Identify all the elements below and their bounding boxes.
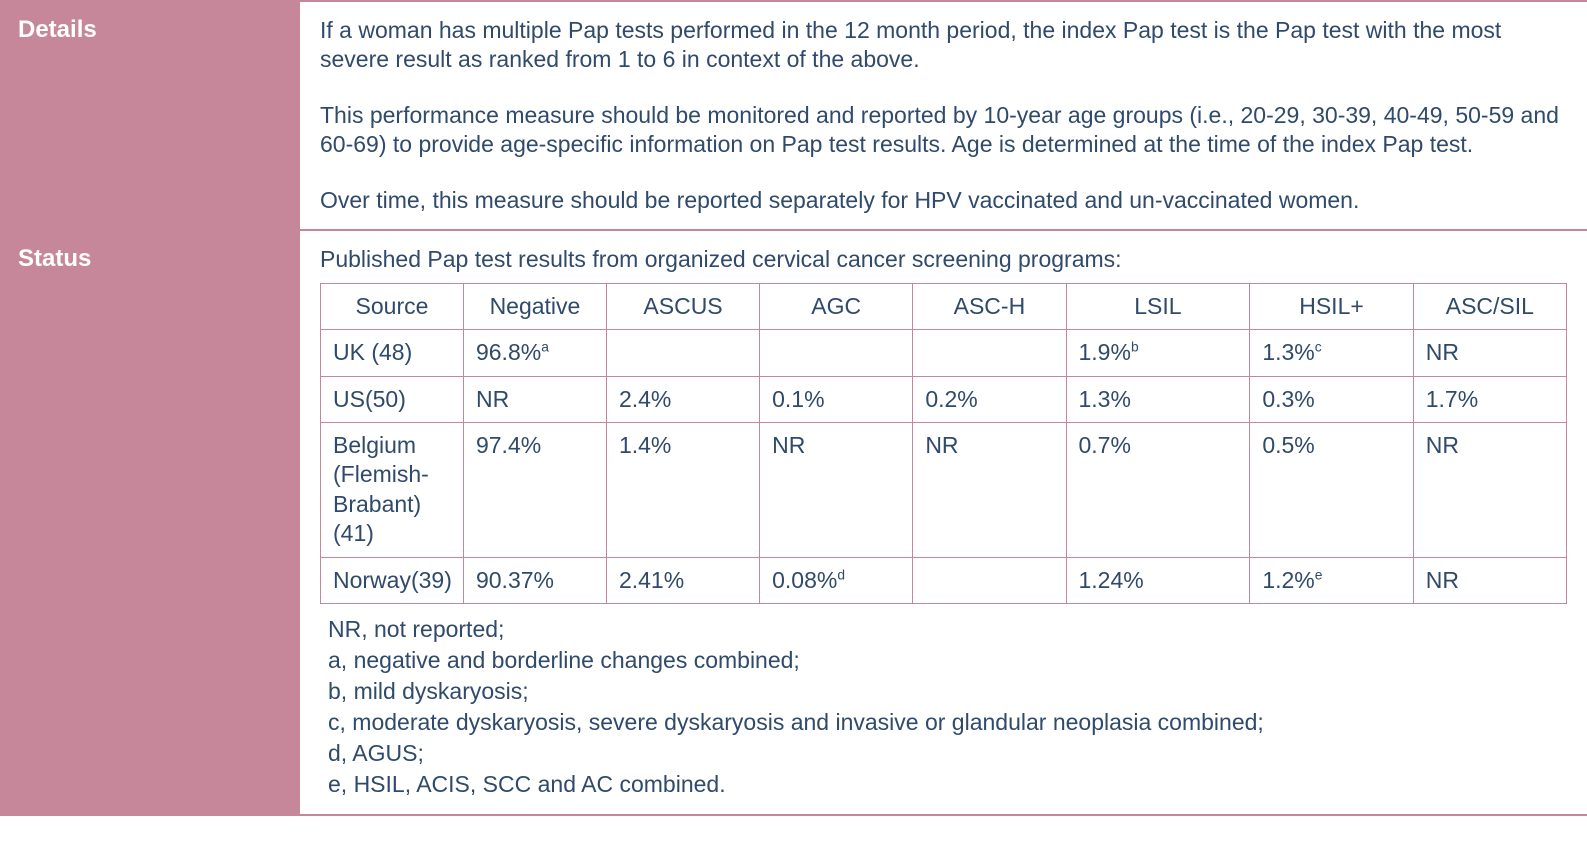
col-ascus: ASCUS	[606, 283, 759, 329]
cell-agc: NR	[760, 422, 913, 557]
footnote-line: b, mild dyskaryosis;	[328, 676, 1567, 707]
cell-ascsil: NR	[1413, 422, 1566, 557]
cell-asch	[913, 330, 1066, 376]
cell-agc	[760, 330, 913, 376]
cell-source: Norway(39)	[321, 557, 464, 603]
col-asch: ASC-H	[913, 283, 1066, 329]
cell-hsil: 0.3%	[1250, 376, 1413, 422]
cell-ascsil: NR	[1413, 557, 1566, 603]
table-row: Belgium (Flemish-Brabant) (41)97.4%1.4%N…	[321, 422, 1567, 557]
table-row: Norway(39)90.37%2.41%0.08%d 1.24%1.2%eNR	[321, 557, 1567, 603]
details-para-1: If a woman has multiple Pap tests perfor…	[320, 16, 1567, 75]
cell-ascus	[606, 330, 759, 376]
table-header-row: Source Negative ASCUS AGC ASC-H LSIL HSI…	[321, 283, 1567, 329]
cell-source: US(50)	[321, 376, 464, 422]
col-hsil: HSIL+	[1250, 283, 1413, 329]
cell-hsil: 1.3%c	[1250, 330, 1413, 376]
cell-lsil: 1.3%	[1066, 376, 1250, 422]
footnote-line: e, HSIL, ACIS, SCC and AC combined.	[328, 769, 1567, 800]
status-intro: Published Pap test results from organize…	[320, 245, 1567, 274]
footnote-line: d, AGUS;	[328, 738, 1567, 769]
details-row: Details If a woman has multiple Pap test…	[0, 1, 1587, 230]
col-lsil: LSIL	[1066, 283, 1250, 329]
cell-asch: NR	[913, 422, 1066, 557]
table-row: UK (48)96.8%a 1.9%b1.3%cNR	[321, 330, 1567, 376]
cell-asch	[913, 557, 1066, 603]
cell-lsil: 1.9%b	[1066, 330, 1250, 376]
cell-negative: 90.37%	[463, 557, 606, 603]
col-source: Source	[321, 283, 464, 329]
cell-agc: 0.08%d	[760, 557, 913, 603]
cell-hsil: 1.2%e	[1250, 557, 1413, 603]
cell-ascsil: NR	[1413, 330, 1566, 376]
cell-source: Belgium (Flemish-Brabant) (41)	[321, 422, 464, 557]
col-ascsil: ASC/SIL	[1413, 283, 1566, 329]
definition-table: Details If a woman has multiple Pap test…	[0, 0, 1587, 816]
details-para-3: Over time, this measure should be report…	[320, 186, 1567, 215]
status-row: Status Published Pap test results from o…	[0, 230, 1587, 815]
cell-negative: 97.4%	[463, 422, 606, 557]
results-table: Source Negative ASCUS AGC ASC-H LSIL HSI…	[320, 283, 1567, 605]
cell-ascus: 2.41%	[606, 557, 759, 603]
table-row: US(50)NR2.4%0.1%0.2%1.3%0.3%1.7%	[321, 376, 1567, 422]
cell-source: UK (48)	[321, 330, 464, 376]
cell-ascsil: 1.7%	[1413, 376, 1566, 422]
status-label: Status	[0, 230, 300, 815]
footnote-line: NR, not reported;	[328, 614, 1567, 645]
cell-ascus: 1.4%	[606, 422, 759, 557]
footnote-line: c, moderate dyskaryosis, severe dyskaryo…	[328, 707, 1567, 738]
cell-negative: NR	[463, 376, 606, 422]
col-negative: Negative	[463, 283, 606, 329]
cell-lsil: 0.7%	[1066, 422, 1250, 557]
status-content: Published Pap test results from organize…	[300, 230, 1587, 815]
cell-agc: 0.1%	[760, 376, 913, 422]
cell-negative: 96.8%a	[463, 330, 606, 376]
cell-ascus: 2.4%	[606, 376, 759, 422]
cell-hsil: 0.5%	[1250, 422, 1413, 557]
col-agc: AGC	[760, 283, 913, 329]
details-para-2: This performance measure should be monit…	[320, 101, 1567, 160]
cell-asch: 0.2%	[913, 376, 1066, 422]
footnotes: NR, not reported; a, negative and border…	[320, 614, 1567, 800]
cell-lsil: 1.24%	[1066, 557, 1250, 603]
details-label: Details	[0, 1, 300, 230]
footnote-line: a, negative and borderline changes combi…	[328, 645, 1567, 676]
details-content: If a woman has multiple Pap tests perfor…	[300, 1, 1587, 230]
